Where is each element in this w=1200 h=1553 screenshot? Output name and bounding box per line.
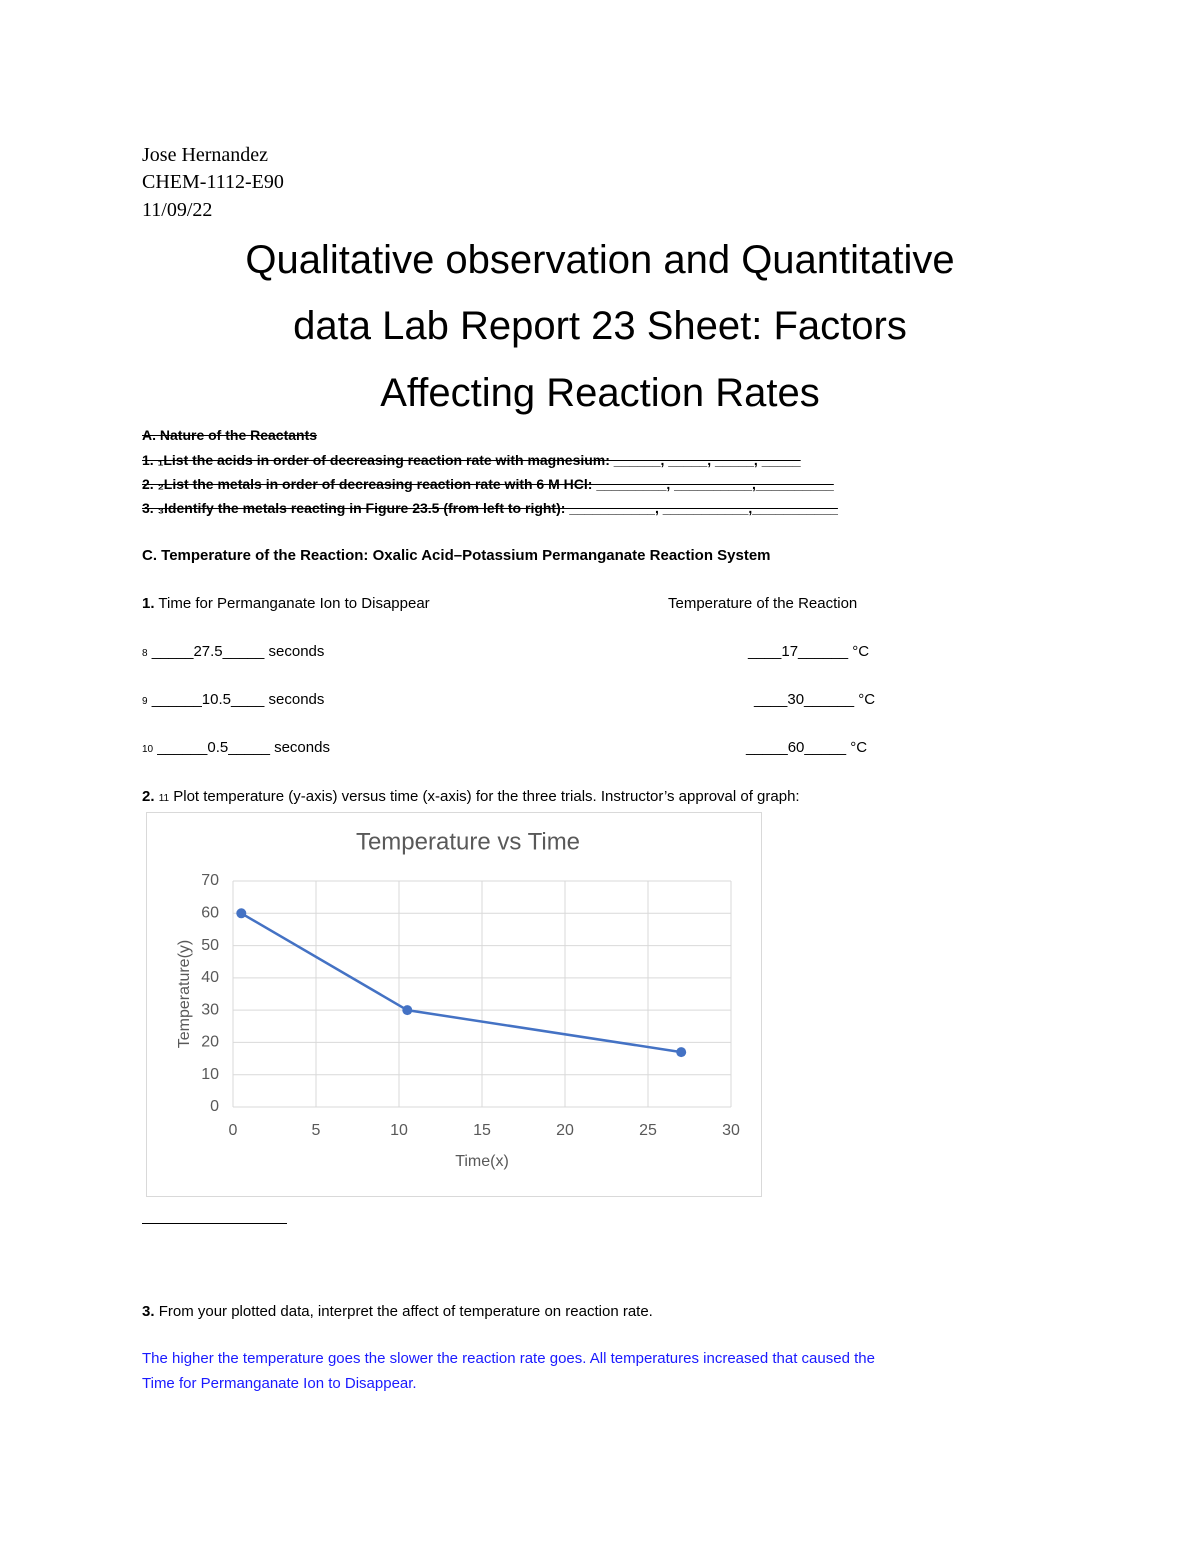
time: _____27.5_____ seconds (151, 643, 325, 660)
y-tick-label: 70 (201, 872, 219, 889)
marker: 10 (142, 744, 154, 755)
x-tick-label: 10 (390, 1122, 408, 1139)
title-line: Affecting Reaction Rates (380, 371, 820, 415)
temperature: _____60_____ °C (746, 739, 868, 756)
chart-frame (146, 812, 762, 1197)
temperature: ____30______ °C (754, 691, 876, 708)
chart-title: Temperature vs Time (356, 828, 580, 855)
course: CHEM-1112-E90 (142, 171, 284, 193)
x-tick-label: 0 (229, 1122, 238, 1139)
x-tick-label: 15 (473, 1122, 491, 1139)
question: 2. 11 Plot temperature (y-axis) versus t… (142, 789, 800, 804)
answer-line: Time for Permanganate Ion to Disappear. (142, 1375, 417, 1392)
y-tick-label: 30 (201, 1001, 219, 1018)
student-name: Jose Hernandez (142, 144, 269, 166)
column-heading: Time for Permanganate Ion to Disappear (158, 595, 430, 612)
x-tick-label: 5 (312, 1122, 321, 1139)
y-tick-label: 60 (201, 905, 219, 922)
x-tick-label: 20 (556, 1122, 574, 1139)
row: 10 ______0.5_____ seconds (142, 740, 330, 755)
y-tick-label: 40 (201, 969, 219, 986)
y-tick-label: 0 (210, 1098, 219, 1115)
row: 9 ______10.5____ seconds (142, 692, 324, 707)
question-text: Plot temperature (y-axis) versus time (x… (173, 788, 800, 805)
question-number: 2. (142, 788, 155, 805)
question-number: 1. (142, 595, 155, 612)
question-text: From your plotted data, interpret the af… (158, 1303, 653, 1320)
section-heading: C. Temperature of the Reaction: Oxalic A… (142, 547, 771, 564)
question: 3. From your plotted data, interpret the… (142, 1304, 653, 1319)
title-line: data Lab Report 23 Sheet: Factors (293, 304, 907, 348)
time: ______10.5____ seconds (151, 691, 325, 708)
chart: Temperature vs Time Time(x) Temperature(… (146, 812, 762, 1197)
y-axis-label: Temperature(y) (176, 940, 193, 1048)
section-heading: A. Nature of the Reactants (142, 427, 318, 443)
data-point (402, 1005, 413, 1016)
marker: 9 (142, 696, 148, 707)
question: 3. ₃Identify the metals reacting in Figu… (142, 500, 838, 516)
data-point (676, 1047, 687, 1058)
marker: 8 (142, 648, 148, 659)
row: 8 _____27.5_____ seconds (142, 644, 324, 659)
date: 11/09/22 (142, 199, 213, 221)
y-tick-label: 50 (201, 937, 219, 954)
y-tick-label: 20 (201, 1034, 219, 1051)
data-point (236, 908, 247, 919)
signature-line (142, 1223, 287, 1224)
question: 2. ₂List the metals in order of decreasi… (142, 476, 834, 492)
x-axis-label: Time(x) (455, 1153, 509, 1170)
question: 1. Time for Permanganate Ion to Disappea… (142, 596, 430, 611)
answer-line: The higher the temperature goes the slow… (142, 1350, 875, 1367)
temperature: ____17______ °C (748, 643, 870, 660)
x-tick-label: 30 (722, 1122, 740, 1139)
y-tick-label: 10 (201, 1066, 219, 1083)
title-line: Qualitative observation and Quantitative (245, 238, 955, 282)
column-heading: Temperature of the Reaction (668, 595, 858, 612)
x-tick-label: 25 (639, 1122, 657, 1139)
question-number: 3. (142, 1303, 155, 1320)
time: ______0.5_____ seconds (157, 739, 330, 756)
marker: 11 (158, 793, 170, 804)
question: 1. ₁List the acids in order of decreasin… (142, 452, 801, 468)
